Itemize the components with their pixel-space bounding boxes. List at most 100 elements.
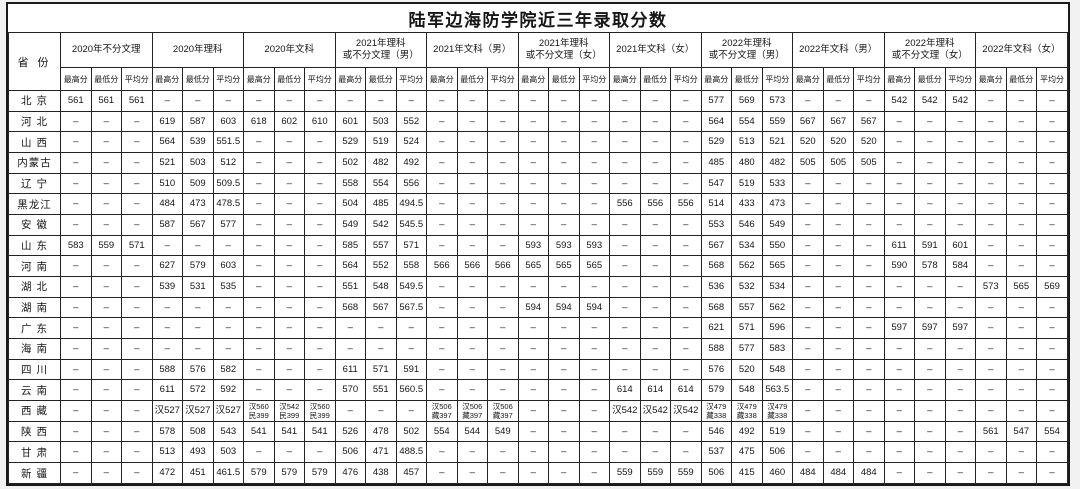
score-cell: 542 [365,214,397,236]
score-cell: – [1036,193,1068,216]
table-row-4: 辽 宁 – – –510 509 509.5– – –558 554 556– – – – – – – – –54… [8,172,1068,195]
score-cell: 601 [334,110,366,133]
score-cell: 549 [334,214,366,236]
score-cell: – [456,441,488,464]
table-row-3: 内蒙古 – – –521 503 512– – –502 482 492– – – – – – – – –485 4… [8,152,1068,174]
score-cell: 550 [761,234,793,257]
score-cell: – [883,172,915,195]
score-cell: 484 [792,462,824,484]
score-cell: 558 [395,255,427,278]
score-cell: – [792,338,824,360]
score-cell: – [578,420,610,443]
score-cell: 603 [212,255,244,278]
score-cell: – [121,172,153,195]
score-cell: – [456,379,488,402]
score-cell: 567 [365,296,397,319]
score-cell: – [182,296,214,319]
score-cell: – [883,420,915,443]
table-row-17: 甘 肃 – – –513 493 503– – –506 471 488.5– – – – – – – – –53… [8,441,1068,464]
score-cell: – [975,193,1007,216]
score-cell: – [548,276,580,298]
score-cell: – [639,234,671,257]
score-cell: 545.5 [395,214,427,236]
score-cell: – [1036,255,1068,278]
score-cell: 571 [395,234,427,257]
table-row-8: 河 南 – – –627 579 603– – –564 552 558 566 566 566 565 5… [8,255,1068,278]
score-cell: 汉542 [609,400,641,422]
score-cell: – [639,420,671,443]
score-cell: 591 [395,358,427,381]
province-cell: 新 疆 [8,462,61,484]
score-cell: – [90,110,122,133]
score-cell: – [639,441,671,464]
score-cell: 548 [365,276,397,298]
score-cell: 526 [334,420,366,443]
score-cell: – [975,255,1007,278]
score-cell: – [60,462,92,484]
score-cell: – [90,193,122,216]
score-cell: – [578,276,610,298]
score-cell: 557 [365,234,397,257]
score-cell: 601 [944,234,976,257]
score-cell: – [517,462,549,484]
score-cell: – [273,131,305,154]
score-cell: – [914,420,946,443]
score-cell: – [243,441,275,464]
score-cell: – [670,172,702,195]
score-cell: – [243,214,275,236]
score-cell: – [334,338,366,360]
score-cell: 614 [639,379,671,402]
score-cell: – [273,441,305,464]
score-cell: 561 [90,90,122,112]
province-cell: 山 西 [8,131,61,154]
score-cell: – [487,338,519,360]
score-cell: – [914,152,946,174]
score-cell: – [609,358,641,381]
score-cell: – [853,214,885,236]
score-cell: 556 [670,193,702,216]
score-cell: 汉506 藏397 [426,400,458,422]
score-cell: 492 [395,152,427,174]
score-cell: – [395,317,427,340]
score-cell: – [426,441,458,464]
score-cell: – [304,90,336,112]
score-cell: 594 [578,296,610,319]
score-cell: – [548,358,580,381]
score-cell: – [456,131,488,154]
score-cell: 578 [914,255,946,278]
score-cell: – [517,276,549,298]
score-cell: – [853,379,885,402]
score-cell: – [273,214,305,236]
score-cell: – [121,276,153,298]
score-cell: 557 [731,296,763,319]
score-cell: – [273,193,305,216]
score-cell: – [1005,234,1037,257]
score-cell: 583 [60,234,92,257]
province-cell: 辽 宁 [8,172,61,195]
score-cell: 597 [883,317,915,340]
subheader-cell: 平均分 [121,67,153,91]
score-cell: – [609,152,641,174]
score-cell: – [212,338,244,360]
score-cell: – [944,420,976,443]
score-cell: 494.5 [395,193,427,216]
score-cell: – [792,358,824,381]
score-cell: – [822,276,854,298]
score-cell: – [182,234,214,257]
score-cell: – [883,358,915,381]
score-cell: 汉542 民399 [273,400,305,422]
score-cell: – [273,234,305,257]
score-cell: – [822,317,854,340]
score-cell: 579 [304,462,336,484]
score-cell: 520 [792,131,824,154]
score-cell: 484 [822,462,854,484]
score-cell: – [639,152,671,174]
score-cell: – [90,420,122,443]
table-row-15: 西 藏 – – – 汉527 汉527 汉527 汉560 民399 汉542 民399 汉560… [8,400,1068,422]
page-title: 陆军边海防学院近三年录取分数 [408,10,668,30]
score-cell: 521 [151,152,183,174]
province-cell: 广 东 [8,317,61,340]
score-cell: 567 [853,110,885,133]
score-cell: 519 [731,172,763,195]
score-cell: – [822,90,854,112]
